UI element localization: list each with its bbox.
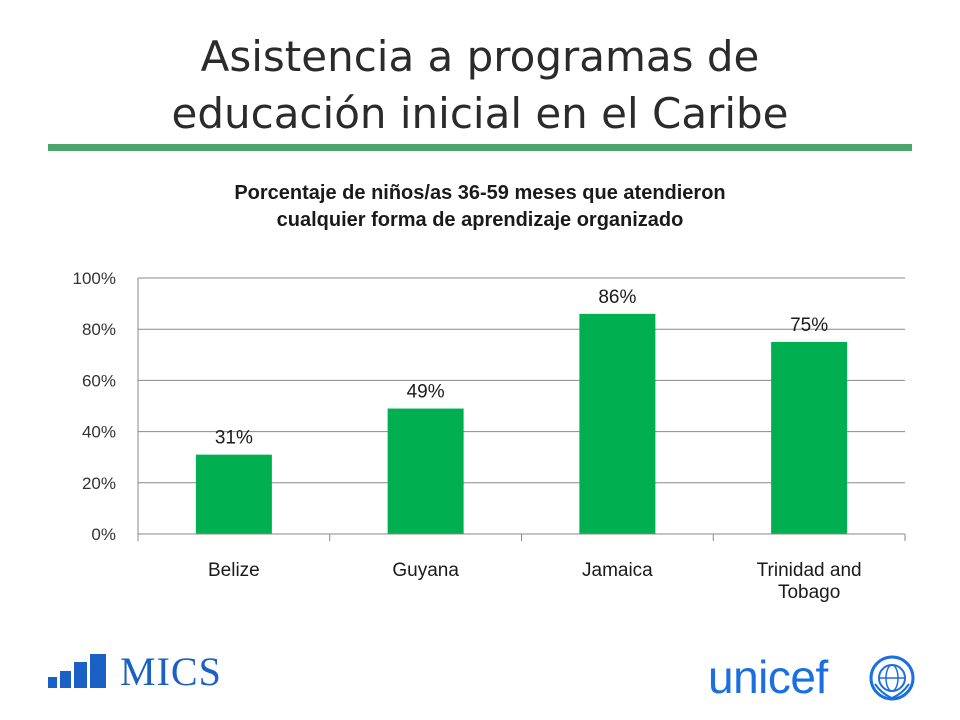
- y-tick-label: 100%: [73, 269, 116, 288]
- bar: [195, 454, 272, 534]
- un-globe-emblem-icon: [869, 655, 915, 701]
- y-tick-label: 80%: [82, 320, 116, 339]
- unicef-logo: unicef: [708, 652, 918, 708]
- x-category-label: Trinidad and: [757, 560, 862, 581]
- bar: [771, 342, 848, 534]
- bar-data-label: 86%: [598, 287, 636, 308]
- mics-logo-bar: [60, 671, 71, 688]
- mics-logo-bar: [48, 677, 57, 688]
- chart-title: Porcentaje de niños/as 36-59 meses que a…: [0, 180, 960, 234]
- x-category-label: Belize: [208, 560, 260, 581]
- x-category-label: Jamaica: [582, 560, 653, 581]
- bar-chart: 0% 20% 40% 60% 80% 100% 31% Belize 49% Guyana 86% J…: [73, 269, 906, 603]
- title-underline-rule: [48, 144, 912, 151]
- y-tick-label: 40%: [82, 423, 116, 442]
- bar-data-label: 75%: [790, 315, 828, 336]
- mics-logo: MICS: [48, 650, 238, 698]
- y-tick-label: 20%: [82, 474, 116, 493]
- slide-title-line-1: Asistencia a programas de: [200, 32, 760, 81]
- chart-title-line-1: Porcentaje de niños/as 36-59 meses que a…: [234, 182, 726, 204]
- bar-data-label: 31%: [215, 428, 253, 449]
- unicef-logo-text: unicef: [708, 651, 828, 703]
- mics-logo-text: MICS: [120, 649, 222, 694]
- x-category-label: Guyana: [392, 560, 459, 581]
- mics-logo-bar: [90, 654, 106, 688]
- slide-title: Asistencia a programas de educación inic…: [0, 28, 960, 142]
- y-tick-label: 0%: [91, 525, 116, 544]
- bar-data-label: 49%: [407, 382, 445, 403]
- bar: [579, 313, 656, 534]
- bar: [387, 408, 464, 534]
- chart-title-line-2: cualquier forma de aprendizaje organizad…: [276, 209, 684, 231]
- x-category-label: Tobago: [778, 582, 840, 603]
- y-tick-label: 60%: [82, 371, 116, 390]
- mics-logo-bar: [74, 662, 87, 688]
- slide-title-line-2: educación inicial en el Caribe: [171, 89, 789, 138]
